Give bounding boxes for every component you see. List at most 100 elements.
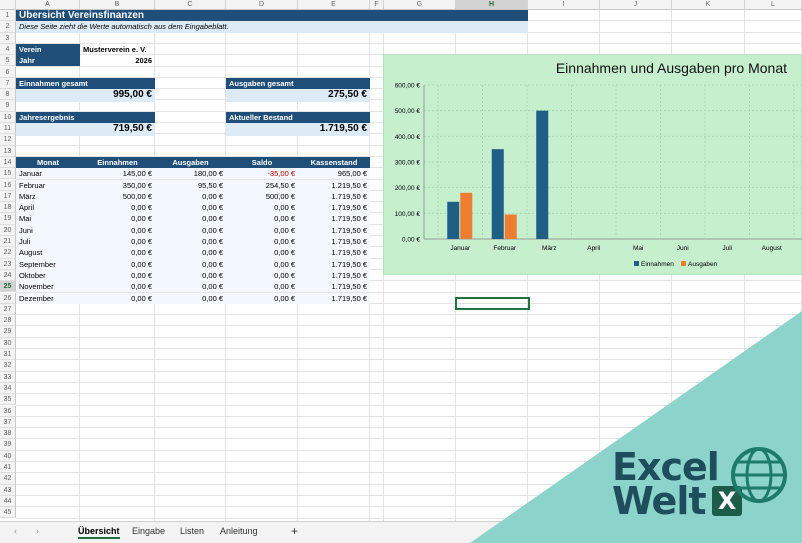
row-header-5[interactable]: 5 (0, 55, 16, 67)
row-header-21[interactable]: 21 (0, 236, 16, 248)
table-cell[interactable]: 0,00 € (80, 281, 155, 293)
table-cell[interactable]: 0,00 € (226, 292, 298, 304)
row-header-13[interactable]: 13 (0, 145, 16, 157)
table-cell[interactable]: 0,00 € (155, 269, 226, 282)
column-header-j[interactable]: J (600, 0, 672, 10)
table-cell[interactable]: Juli (16, 236, 80, 248)
row-header-26[interactable]: 26 (0, 292, 16, 304)
row-header-24[interactable]: 24 (0, 269, 16, 282)
table-cell[interactable]: 180,00 € (155, 168, 226, 180)
table-cell[interactable]: 254,50 € (226, 179, 298, 191)
row-header-17[interactable]: 17 (0, 190, 16, 203)
table-cell[interactable]: 0,00 € (226, 202, 298, 214)
table-cell[interactable]: 0,00 € (155, 247, 226, 259)
row-header-33[interactable]: 33 (0, 371, 16, 383)
column-header-l[interactable]: L (745, 0, 802, 10)
table-cell[interactable]: 500,00 € (226, 190, 298, 203)
row-header-29[interactable]: 29 (0, 326, 16, 338)
jahr-value[interactable]: 2026 (135, 56, 152, 66)
row-header-38[interactable]: 38 (0, 428, 16, 440)
table-cell[interactable]: 1.719,50 € (298, 258, 370, 270)
table-cell[interactable]: 1.719,50 € (298, 224, 370, 236)
row-header-7[interactable]: 7 (0, 77, 16, 90)
row-header-9[interactable]: 9 (0, 100, 16, 112)
tab-uebersicht[interactable]: Übersicht (78, 526, 120, 539)
row-header-19[interactable]: 19 (0, 213, 16, 225)
tab-eingabe[interactable]: Eingabe (132, 526, 166, 536)
column-header-e[interactable]: E (298, 0, 370, 10)
table-cell[interactable]: Mai (16, 213, 80, 225)
row-header-1[interactable]: 1 (0, 10, 16, 22)
selected-cell[interactable] (455, 297, 530, 310)
column-header-h[interactable]: H (456, 0, 528, 10)
table-cell[interactable]: 1.719,50 € (298, 292, 370, 304)
table-cell[interactable]: 1.719,50 € (298, 247, 370, 259)
tab-nav-next[interactable]: › (36, 526, 39, 536)
table-cell[interactable]: 1.719,50 € (298, 236, 370, 248)
row-header-25[interactable]: 25 (0, 281, 16, 293)
column-header-i[interactable]: I (528, 0, 600, 10)
tab-listen[interactable]: Listen (180, 526, 205, 536)
table-cell[interactable]: 0,00 € (226, 236, 298, 248)
table-cell[interactable]: 1.719,50 € (298, 202, 370, 214)
table-cell[interactable]: -35,00 € (226, 168, 298, 180)
table-cell[interactable]: Juni (16, 224, 80, 236)
row-header-22[interactable]: 22 (0, 247, 16, 259)
row-header-27[interactable]: 27 (0, 303, 16, 316)
row-header-23[interactable]: 23 (0, 258, 16, 270)
row-header-44[interactable]: 44 (0, 495, 16, 508)
table-cell[interactable]: 0,00 € (80, 213, 155, 225)
row-header-45[interactable]: 45 (0, 507, 16, 519)
table-cell[interactable]: 0,00 € (155, 202, 226, 214)
row-header-18[interactable]: 18 (0, 202, 16, 214)
column-header-f[interactable]: F (370, 0, 384, 10)
row-header-2[interactable]: 2 (0, 21, 16, 33)
column-header-b[interactable]: B (80, 0, 155, 10)
verein-value[interactable]: Musterverein e. V. (83, 44, 147, 54)
table-cell[interactable]: 0,00 € (226, 247, 298, 259)
table-cell[interactable]: 0,00 € (80, 247, 155, 259)
row-header-35[interactable]: 35 (0, 394, 16, 406)
table-cell[interactable]: 0,00 € (226, 269, 298, 282)
row-header-20[interactable]: 20 (0, 224, 16, 236)
row-header-10[interactable]: 10 (0, 111, 16, 123)
add-sheet-button[interactable]: + (291, 524, 299, 538)
row-header-32[interactable]: 32 (0, 360, 16, 372)
table-cell[interactable]: Februar (16, 179, 80, 191)
column-header-g[interactable]: G (384, 0, 456, 10)
tab-anleitung[interactable]: Anleitung (220, 526, 258, 536)
row-header-28[interactable]: 28 (0, 315, 16, 327)
column-header-d[interactable]: D (226, 0, 298, 10)
table-cell[interactable]: 1.719,50 € (298, 213, 370, 225)
column-header-c[interactable]: C (155, 0, 226, 10)
row-header-30[interactable]: 30 (0, 337, 16, 349)
row-header-8[interactable]: 8 (0, 89, 16, 101)
table-cell[interactable]: 965,00 € (298, 168, 370, 180)
table-cell[interactable]: 0,00 € (226, 224, 298, 236)
row-header-15[interactable]: 15 (0, 168, 16, 180)
tab-nav-prev[interactable]: ‹ (14, 526, 17, 536)
row-header-6[interactable]: 6 (0, 66, 16, 78)
table-cell[interactable]: 0,00 € (155, 213, 226, 225)
table-cell[interactable]: März (16, 190, 80, 203)
spreadsheet-grid[interactable]: A B C D E F G H I J K L 1 2 3 4 5 6 7 8 9 10 11 12 13 14 15 16 17 18 1… (0, 0, 802, 521)
row-header-39[interactable]: 39 (0, 439, 16, 451)
column-header-k[interactable]: K (672, 0, 745, 10)
row-header-31[interactable]: 31 (0, 349, 16, 361)
table-cell[interactable]: 0,00 € (155, 236, 226, 248)
row-header-42[interactable]: 42 (0, 473, 16, 485)
row-header-41[interactable]: 41 (0, 462, 16, 474)
row-header-14[interactable]: 14 (0, 156, 16, 169)
row-header-40[interactable]: 40 (0, 450, 16, 462)
table-cell[interactable]: 0,00 € (226, 213, 298, 225)
table-cell[interactable]: 500,00 € (80, 190, 155, 203)
table-cell[interactable]: 1.219,50 € (298, 179, 370, 191)
table-cell[interactable]: 145,00 € (80, 168, 155, 180)
chart[interactable]: Einnahmen und Ausgaben pro Monat 0,00 € 1… (383, 54, 802, 275)
table-cell[interactable]: 0,00 € (80, 236, 155, 248)
column-header-a[interactable]: A (16, 0, 80, 10)
row-header-36[interactable]: 36 (0, 405, 16, 417)
table-cell[interactable]: 0,00 € (155, 281, 226, 293)
table-cell[interactable]: 1.719,50 € (298, 281, 370, 293)
table-cell[interactable]: 0,00 € (80, 258, 155, 270)
